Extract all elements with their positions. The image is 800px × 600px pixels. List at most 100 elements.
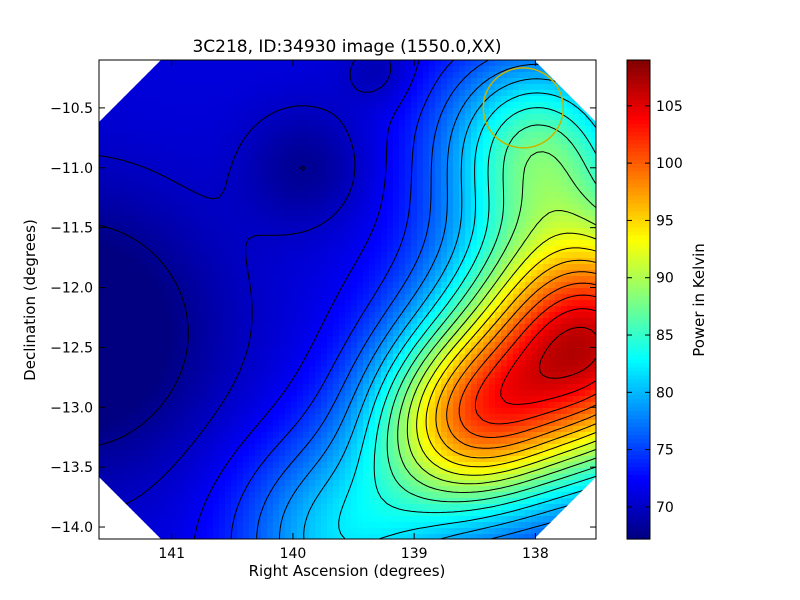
heatmap-cell	[417, 372, 424, 379]
heatmap-cell	[303, 372, 310, 379]
heatmap-cell	[441, 372, 448, 379]
heatmap-cell	[255, 354, 262, 361]
heatmap-cell	[447, 210, 454, 217]
heatmap-cell	[231, 414, 238, 421]
heatmap-cell	[231, 132, 238, 139]
heatmap-cell	[357, 276, 364, 283]
heatmap-cell	[249, 390, 256, 397]
heatmap-cell	[363, 294, 370, 301]
heatmap-cell	[423, 60, 430, 67]
heatmap-cell	[225, 384, 232, 391]
heatmap-cell	[471, 378, 478, 385]
heatmap-cell	[99, 372, 106, 379]
heatmap-cell	[345, 234, 352, 241]
heatmap-cell	[519, 306, 526, 313]
heatmap-cell	[195, 408, 202, 415]
heatmap-cell	[243, 336, 250, 343]
heatmap-cell	[177, 192, 184, 199]
heatmap-cell	[387, 324, 394, 331]
heatmap-cell	[291, 240, 298, 247]
heatmap-cell	[375, 90, 382, 97]
heatmap-cell	[321, 156, 328, 163]
heatmap-cell	[315, 288, 322, 295]
heatmap-cell	[525, 318, 532, 325]
heatmap-cell	[183, 102, 190, 109]
heatmap-cell	[291, 192, 298, 199]
heatmap-cell	[501, 138, 508, 145]
heatmap-cell	[537, 318, 544, 325]
heatmap-cell	[231, 342, 238, 349]
heatmap-cell	[471, 114, 478, 121]
heatmap-cell	[279, 354, 286, 361]
heatmap-cell	[435, 144, 442, 151]
heatmap-cell	[537, 144, 544, 151]
heatmap-cell	[219, 72, 226, 79]
heatmap-cell	[465, 390, 472, 397]
heatmap-cell	[177, 372, 184, 379]
heatmap-cell	[231, 276, 238, 283]
heatmap-cell	[579, 330, 586, 337]
heatmap-cell	[423, 318, 430, 325]
heatmap-cell	[309, 312, 316, 319]
heatmap-cell	[219, 408, 226, 415]
heatmap-cell	[303, 354, 310, 361]
heatmap-cell	[111, 294, 118, 301]
heatmap-cell	[303, 168, 310, 175]
heatmap-cell	[243, 96, 250, 103]
heatmap-cell	[381, 192, 388, 199]
heatmap-cell	[483, 294, 490, 301]
heatmap-cell	[495, 132, 502, 139]
heatmap-cell	[537, 180, 544, 187]
heatmap-cell	[225, 366, 232, 373]
heatmap-cell	[387, 156, 394, 163]
heatmap-cell	[357, 402, 364, 409]
heatmap-cell	[171, 318, 178, 325]
heatmap-cell	[165, 228, 172, 235]
heatmap-cell	[153, 402, 160, 409]
heatmap-cell	[219, 396, 226, 403]
heatmap-cell	[357, 264, 364, 271]
heatmap-cell	[189, 342, 196, 349]
heatmap-cell	[459, 276, 466, 283]
heatmap-cell	[477, 204, 484, 211]
heatmap-cell	[153, 186, 160, 193]
heatmap-cell	[189, 330, 196, 337]
heatmap-cell	[207, 216, 214, 223]
heatmap-cell	[495, 192, 502, 199]
heatmap-cell	[309, 66, 316, 73]
heatmap-cell	[363, 258, 370, 265]
heatmap-cell	[249, 186, 256, 193]
heatmap-cell	[495, 96, 502, 103]
heatmap-cell	[501, 324, 508, 331]
heatmap-cell	[579, 126, 586, 133]
heatmap-cell	[387, 138, 394, 145]
heatmap-cell	[117, 204, 124, 211]
heatmap-cell	[255, 312, 262, 319]
heatmap-cell	[441, 378, 448, 385]
heatmap-cell	[513, 366, 520, 373]
heatmap-cell	[525, 150, 532, 157]
heatmap-cell	[147, 300, 154, 307]
heatmap-cell	[249, 216, 256, 223]
heatmap-cell	[387, 90, 394, 97]
heatmap-cell	[411, 360, 418, 367]
heatmap-cell	[363, 90, 370, 97]
heatmap-cell	[195, 300, 202, 307]
heatmap-cell	[375, 216, 382, 223]
heatmap-cell	[447, 240, 454, 247]
heatmap-cell	[489, 384, 496, 391]
heatmap-cell	[585, 330, 592, 337]
heatmap-cell	[177, 234, 184, 241]
heatmap-cell	[495, 402, 502, 409]
heatmap-cell	[417, 270, 424, 277]
heatmap-cell	[465, 408, 472, 415]
heatmap-cell	[525, 306, 532, 313]
heatmap-cell	[201, 324, 208, 331]
heatmap-cell	[357, 102, 364, 109]
heatmap-cell	[525, 216, 532, 223]
heatmap-cell	[207, 396, 214, 403]
heatmap-cell	[375, 180, 382, 187]
heatmap-cell	[297, 414, 304, 421]
heatmap-cell	[147, 84, 154, 91]
heatmap-cell	[297, 186, 304, 193]
